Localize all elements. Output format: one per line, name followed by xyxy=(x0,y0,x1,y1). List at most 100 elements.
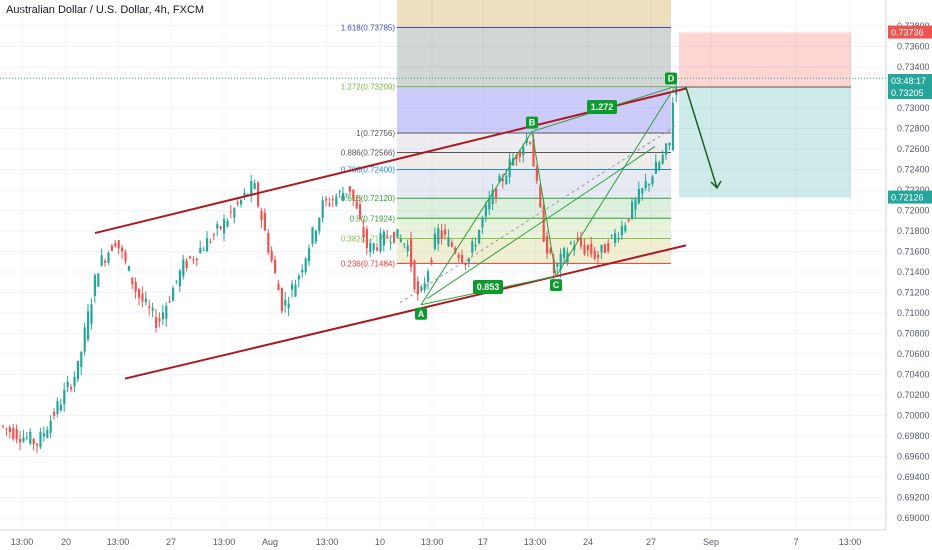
candle-body xyxy=(308,248,311,262)
candle-body xyxy=(634,199,637,210)
candle-body xyxy=(437,228,440,245)
channel-lower-line xyxy=(124,244,687,380)
candle-body xyxy=(331,199,334,201)
candle-body xyxy=(66,381,69,388)
candle-body xyxy=(376,247,379,251)
candle-body xyxy=(627,219,630,222)
candle-body xyxy=(192,259,195,261)
candle-body xyxy=(321,200,324,219)
candle-body xyxy=(403,243,406,245)
y-tick-label: 0.71800 xyxy=(897,226,930,236)
candle-body xyxy=(240,199,243,205)
price-tag-label: 0.73736 xyxy=(891,28,924,38)
price-tag-label: 0.72126 xyxy=(891,193,924,203)
fib-zone xyxy=(397,0,671,28)
y-tick-label: 0.70800 xyxy=(897,329,930,339)
candle-body xyxy=(539,185,542,208)
fib-level-label: 0.236(0.71484) xyxy=(341,259,396,268)
candle-body xyxy=(42,433,45,437)
candle-body xyxy=(430,259,433,263)
candle-body xyxy=(257,182,260,207)
candle-body xyxy=(393,231,396,243)
stop-loss-zone xyxy=(679,32,851,87)
candle-body xyxy=(484,204,487,217)
candle-body xyxy=(464,263,467,266)
y-tick-label: 0.72600 xyxy=(897,144,930,154)
fib-level-label: 0.5(0.71924) xyxy=(350,214,396,223)
y-tick-label: 0.72200 xyxy=(897,185,930,195)
candle-body xyxy=(233,208,236,218)
candle-body xyxy=(447,237,450,247)
fib-level-label: 0.786(0.72400) xyxy=(341,166,396,175)
x-tick-label: Aug xyxy=(262,537,278,547)
candle-body xyxy=(212,234,215,236)
y-tick-label: 0.72400 xyxy=(897,165,930,175)
pattern-ratio-line xyxy=(426,146,656,300)
candle-body xyxy=(637,189,640,204)
candle-body xyxy=(70,386,73,390)
candle-body xyxy=(138,289,141,298)
candle-body xyxy=(498,175,501,183)
candle-body xyxy=(117,240,120,249)
candle-body xyxy=(600,244,603,253)
y-tick-label: 0.69600 xyxy=(897,452,930,462)
candle-body xyxy=(56,401,59,414)
candle-body xyxy=(49,420,52,433)
x-tick-label: 13:00 xyxy=(107,537,130,547)
candle-body xyxy=(665,143,668,155)
candle-body xyxy=(59,404,62,411)
candle-body xyxy=(501,178,504,181)
y-tick-label: 0.73000 xyxy=(897,103,930,113)
candle-body xyxy=(36,443,39,446)
candle-body xyxy=(73,377,76,387)
candle-body xyxy=(362,226,365,237)
candle-body xyxy=(644,181,647,188)
ratio-label: 0.853 xyxy=(477,282,500,292)
candle-body xyxy=(90,304,93,324)
x-tick-label: 27 xyxy=(646,537,656,547)
candle-body xyxy=(508,159,511,178)
candle-body xyxy=(148,306,151,308)
x-tick-label: 13:00 xyxy=(213,537,236,547)
candle-body xyxy=(182,259,185,277)
x-tick-label: 13:00 xyxy=(316,537,339,547)
candle-body xyxy=(131,277,134,285)
candle-body xyxy=(151,308,154,311)
candle-body xyxy=(406,245,409,252)
y-tick-label: 0.70400 xyxy=(897,370,930,380)
candle-body xyxy=(134,281,137,292)
candle-body xyxy=(661,154,664,164)
candle-body xyxy=(563,248,566,258)
x-tick-label: Sep xyxy=(703,537,719,547)
candle-body xyxy=(559,253,562,270)
candle-body xyxy=(5,428,8,430)
pattern-point-badge xyxy=(665,72,677,85)
candle-body xyxy=(199,247,202,254)
candle-body xyxy=(427,271,430,282)
candle-body xyxy=(253,183,256,189)
fib-zone xyxy=(397,198,671,219)
candle-body xyxy=(294,284,297,297)
candle-body xyxy=(97,273,100,287)
candle-body xyxy=(121,247,124,252)
y-tick-label: 0.72800 xyxy=(897,124,930,134)
candle-body xyxy=(648,183,651,185)
candle-body xyxy=(219,226,222,229)
candle-body xyxy=(569,243,572,245)
candle-body xyxy=(226,220,229,227)
candle-body xyxy=(127,266,130,271)
price-tag xyxy=(888,74,932,87)
x-tick-label: 20 xyxy=(61,537,71,547)
candle-body xyxy=(260,210,263,221)
candle-body xyxy=(209,241,212,243)
candle-body xyxy=(155,317,158,328)
y-tick-label: 0.69400 xyxy=(897,472,930,482)
candle-body xyxy=(345,193,348,195)
candle-body xyxy=(651,176,654,184)
candle-body xyxy=(614,233,617,243)
candle-body xyxy=(654,161,657,174)
x-tick-label: 17 xyxy=(478,537,488,547)
candle-body xyxy=(114,243,117,247)
